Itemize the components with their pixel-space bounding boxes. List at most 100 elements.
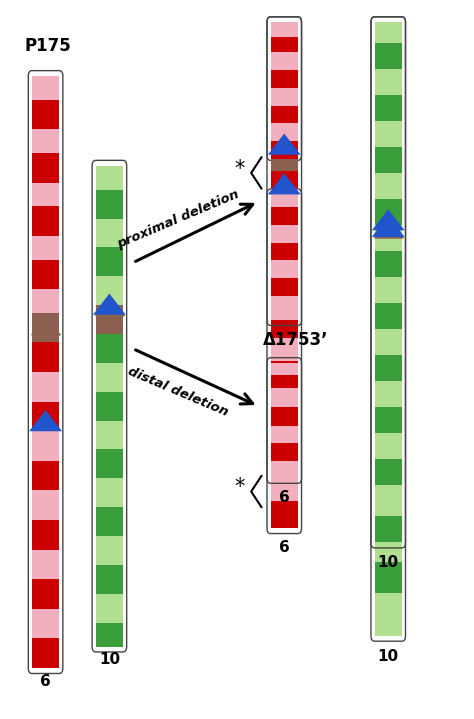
Bar — [374, 488, 402, 526]
Bar — [96, 166, 123, 190]
Bar — [374, 415, 402, 452]
Bar — [271, 135, 298, 155]
Bar — [96, 478, 123, 507]
Bar — [32, 153, 59, 183]
Bar — [271, 255, 298, 275]
Bar — [32, 183, 59, 206]
Bar — [32, 461, 59, 490]
Bar — [32, 236, 59, 260]
Bar — [96, 276, 123, 305]
Bar — [32, 431, 59, 461]
Bar — [374, 231, 402, 267]
Bar — [271, 296, 298, 320]
Bar — [32, 609, 59, 638]
Bar — [374, 170, 402, 200]
Bar — [96, 507, 123, 536]
Bar — [96, 334, 123, 363]
Bar — [374, 381, 402, 407]
Bar — [271, 407, 298, 426]
Bar — [374, 277, 402, 303]
Bar — [374, 267, 402, 304]
Bar — [374, 173, 402, 199]
Text: *: * — [234, 160, 245, 179]
Bar — [32, 313, 59, 342]
Bar — [271, 171, 298, 189]
Bar — [271, 461, 298, 478]
Text: P175: P175 — [25, 37, 71, 55]
Bar — [374, 121, 402, 147]
Bar — [374, 434, 402, 459]
Bar — [271, 207, 298, 225]
Bar — [374, 378, 402, 415]
Bar — [96, 594, 123, 623]
Bar — [374, 251, 402, 277]
Bar — [271, 142, 298, 159]
Bar — [271, 159, 298, 171]
Text: Δ1753’: Δ1753’ — [263, 331, 328, 349]
Bar — [271, 88, 298, 106]
Bar — [96, 363, 123, 392]
Text: 6: 6 — [279, 490, 290, 505]
Bar — [271, 363, 298, 375]
Bar — [271, 361, 298, 385]
Bar — [271, 124, 298, 142]
Bar — [96, 392, 123, 421]
Polygon shape — [372, 216, 405, 237]
Bar — [374, 355, 402, 381]
Bar — [374, 69, 402, 95]
Polygon shape — [372, 209, 405, 230]
Polygon shape — [268, 173, 301, 194]
Bar — [32, 638, 59, 668]
Bar — [32, 372, 59, 402]
Polygon shape — [29, 410, 62, 431]
Text: proximal deletion: proximal deletion — [115, 188, 241, 251]
Bar — [374, 562, 402, 593]
Bar — [96, 219, 123, 247]
Bar — [32, 260, 59, 289]
Bar — [374, 47, 402, 78]
Text: 10: 10 — [378, 649, 399, 664]
Bar — [271, 295, 298, 315]
Bar — [271, 22, 298, 37]
Bar — [271, 260, 298, 278]
Bar — [374, 526, 402, 562]
Bar — [271, 22, 298, 35]
Bar — [374, 459, 402, 485]
Bar — [374, 452, 402, 488]
Bar — [374, 593, 402, 636]
Bar — [374, 485, 402, 516]
Text: distal deletion: distal deletion — [126, 365, 230, 419]
Bar — [271, 70, 298, 88]
Bar — [374, 516, 402, 543]
Bar — [374, 78, 402, 108]
Bar — [271, 73, 298, 95]
Bar — [271, 278, 298, 296]
Bar — [271, 454, 298, 478]
Bar — [374, 225, 402, 251]
Polygon shape — [268, 134, 301, 155]
Text: *: * — [234, 477, 245, 498]
Bar — [271, 106, 298, 124]
Bar — [374, 108, 402, 139]
Text: 10: 10 — [378, 555, 399, 570]
Bar — [96, 247, 123, 276]
Bar — [271, 225, 298, 242]
Bar — [271, 426, 298, 444]
Bar — [271, 234, 298, 255]
Text: 6: 6 — [279, 541, 290, 555]
Bar — [271, 478, 298, 501]
Bar — [374, 303, 402, 329]
Bar — [374, 407, 402, 434]
Bar — [271, 501, 298, 528]
Bar — [32, 580, 59, 609]
Bar — [32, 549, 59, 580]
Bar — [271, 408, 298, 431]
Bar — [32, 490, 59, 520]
Bar — [374, 304, 402, 342]
Bar — [32, 206, 59, 236]
Bar — [96, 305, 123, 334]
Bar — [32, 402, 59, 431]
Bar — [32, 520, 59, 549]
Bar — [271, 189, 298, 207]
Bar — [271, 242, 298, 260]
